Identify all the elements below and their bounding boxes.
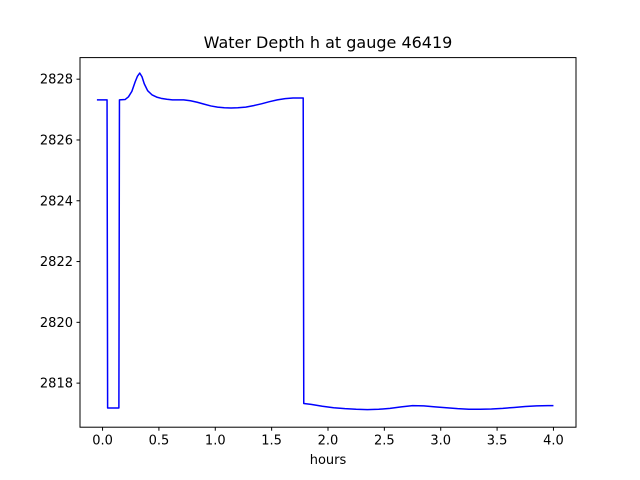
x-tick-label: 0.5	[149, 434, 170, 449]
x-tick-label: 0.0	[92, 434, 113, 449]
plot-border	[79, 57, 577, 428]
y-tick-label: 2828	[40, 73, 73, 88]
water-depth-line	[96, 72, 554, 411]
x-tick-label: 2.0	[318, 434, 339, 449]
y-axis-ticks: 2818 2820 2822 2824 2826 2828	[40, 73, 80, 392]
x-tick-label: 2.5	[374, 434, 395, 449]
x-tick-label: 1.5	[261, 434, 282, 449]
y-tick-label: 2822	[40, 255, 73, 270]
x-axis-label: hours	[310, 453, 347, 468]
y-tick-label: 2824	[40, 194, 73, 209]
y-tick-label: 2826	[40, 133, 73, 148]
x-axis-ticks: 0.0 0.5 1.0 1.5 2.0 2.5 3.0 3.5 4.0	[92, 427, 564, 449]
chart-title: Water Depth h at gauge 46419	[204, 33, 453, 52]
x-tick-label: 4.0	[543, 434, 564, 449]
x-tick-label: 1.0	[205, 434, 226, 449]
x-tick-label: 3.5	[487, 434, 508, 449]
y-tick-label: 2820	[40, 316, 73, 331]
y-tick-label: 2818	[40, 377, 73, 392]
x-tick-label: 3.0	[430, 434, 451, 449]
